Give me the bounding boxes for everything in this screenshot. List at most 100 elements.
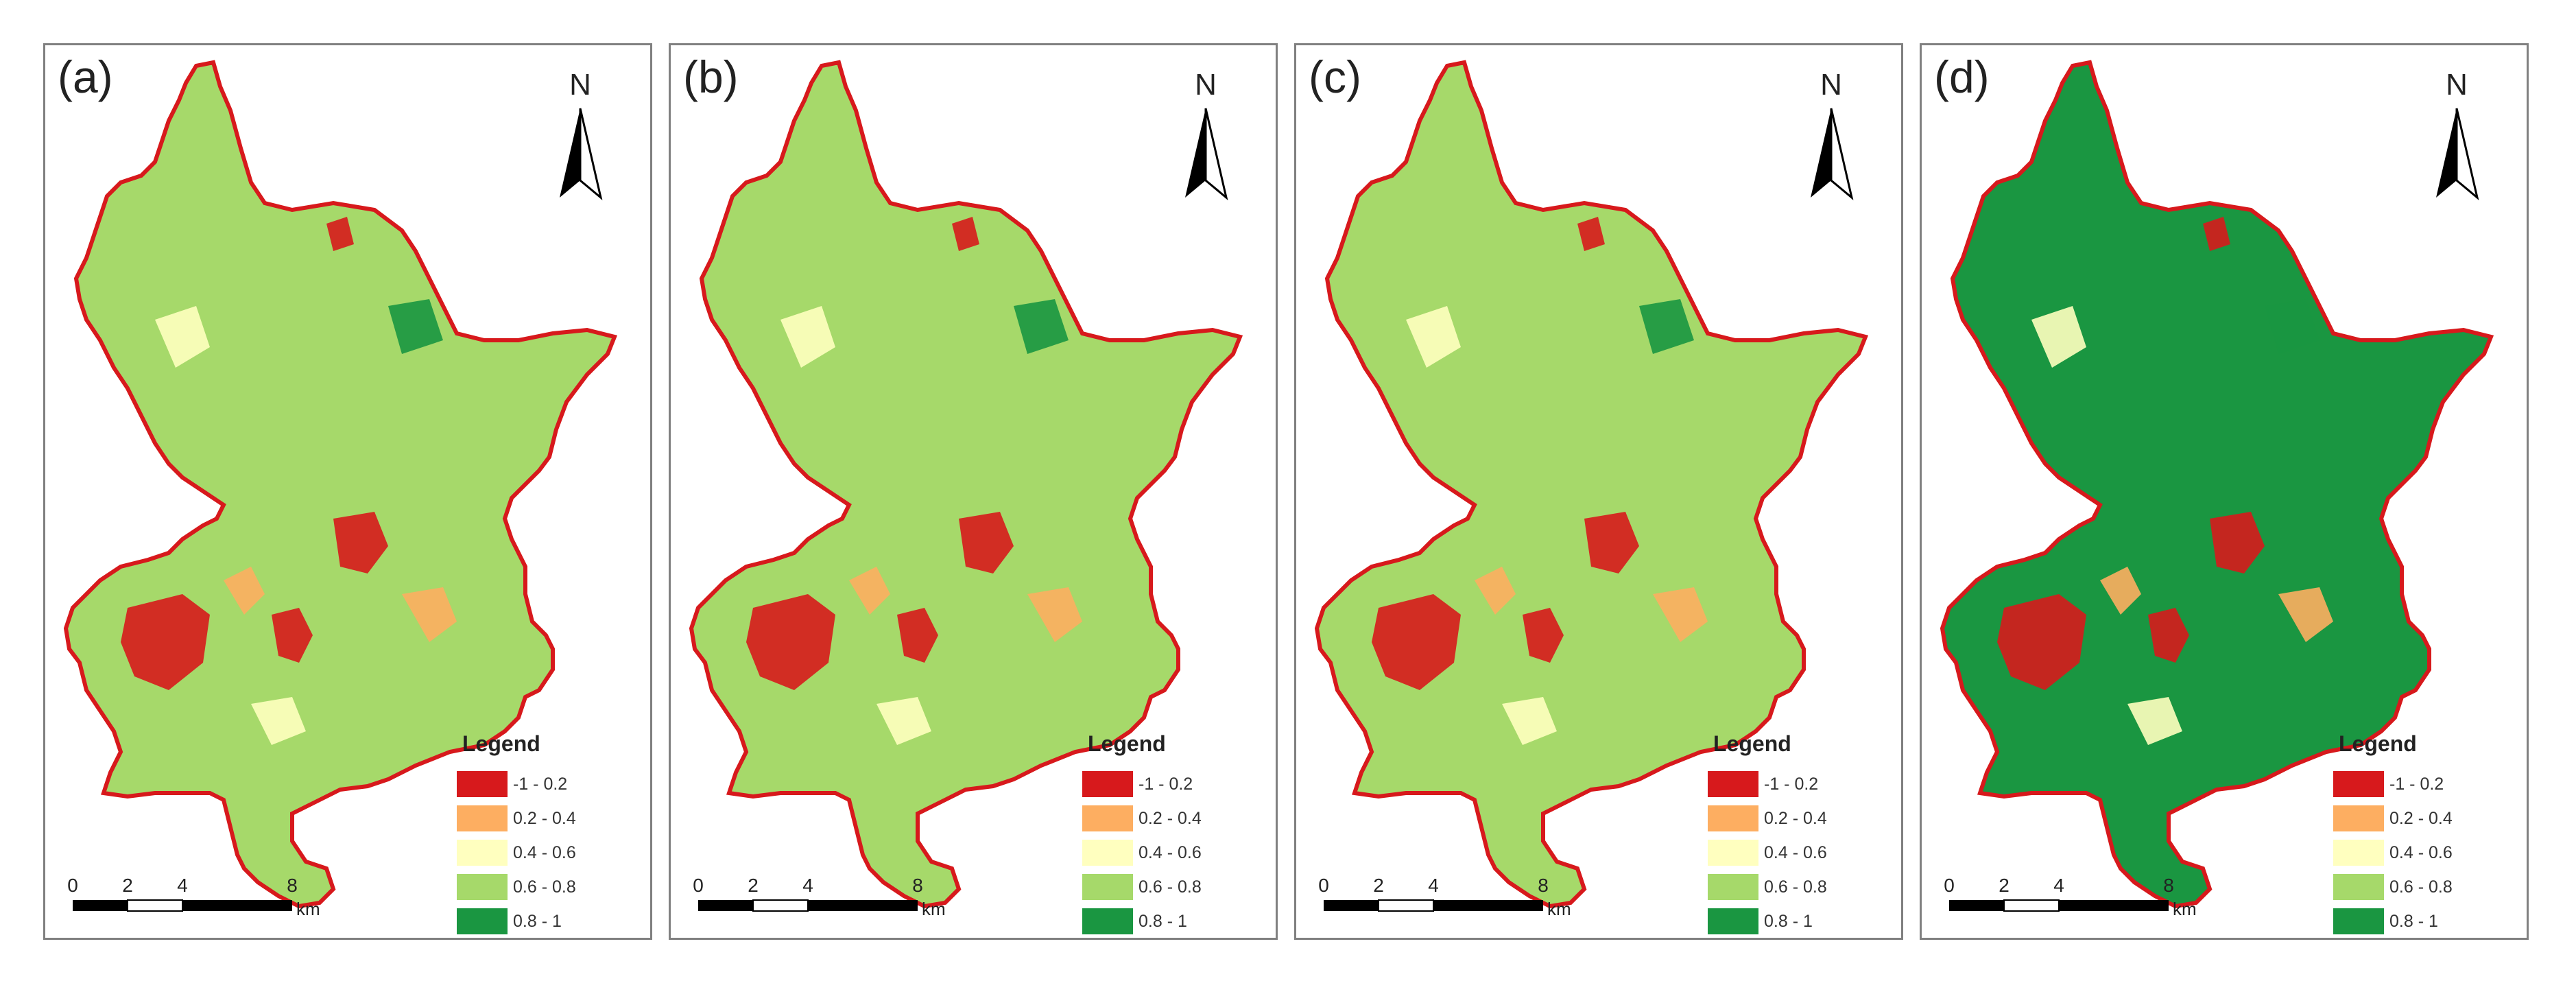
land-patch: [2278, 587, 2333, 642]
legend-label: 0.4 - 0.6: [1138, 842, 1202, 862]
legend-swatch: [1082, 771, 1133, 797]
legend-item: 0.4 - 0.6: [2333, 838, 2512, 868]
legend-item: 0.4 - 0.6: [1708, 838, 1886, 868]
north-arrow-left: [1185, 108, 1206, 198]
land-patch: [333, 512, 388, 574]
legend-item: 0.2 - 0.4: [1708, 803, 1886, 834]
legend: Legend -1 - 0.2 0.2 - 0.4 0.4 - 0.6 0.6 - 0.…: [1082, 731, 1261, 938]
north-label: N: [1195, 68, 1217, 102]
panel-label: (b): [683, 51, 739, 102]
scale-segment: [752, 899, 809, 912]
legend-label: 0.8 - 1: [2389, 911, 2438, 931]
panel-label: (a): [58, 51, 113, 102]
legend-swatch: [1708, 840, 1758, 866]
land-patch: [2203, 217, 2230, 251]
legend-label: -1 - 0.2: [513, 774, 568, 794]
legend-label: 0.4 - 0.6: [513, 842, 576, 862]
legend-swatch: [457, 771, 508, 797]
land-patch: [2100, 567, 2141, 615]
north-arrow-icon: N: [560, 68, 603, 201]
scale-segment: [1324, 900, 1379, 911]
legend-item: 0.6 - 0.8: [1082, 872, 1261, 902]
scale-tick-label: 2: [748, 875, 759, 896]
island-map: [689, 60, 1243, 909]
land-patch: [1523, 608, 1564, 663]
land-patch: [251, 697, 306, 745]
land-patch: [1406, 306, 1461, 368]
scale-tick-label: 2: [1999, 875, 2009, 896]
north-arrow-left: [1811, 108, 1831, 198]
scale-segment: [808, 900, 918, 911]
legend-item: 0.4 - 0.6: [1082, 838, 1261, 868]
scale-bar: 0 2 4 8 km: [1944, 875, 2197, 919]
legend-swatch: [457, 840, 508, 866]
legend-label: -1 - 0.2: [1138, 774, 1193, 794]
legend-label: 0.8 - 1: [1138, 911, 1187, 931]
land-patch: [2031, 306, 2086, 368]
legend-label: 0.6 - 0.8: [1764, 877, 1827, 897]
land-patch: [1475, 567, 1516, 615]
legend-swatch: [457, 805, 508, 831]
land-patch: [1639, 299, 1694, 354]
scale-segment: [1433, 900, 1543, 911]
legend-label: 0.4 - 0.6: [2389, 842, 2453, 862]
legend-item: 0.6 - 0.8: [2333, 872, 2512, 902]
north-arrow-left: [560, 108, 580, 198]
island-map: [63, 60, 618, 909]
land-patch: [2210, 512, 2265, 574]
legend-item: 0.2 - 0.4: [2333, 803, 2512, 834]
land-patch: [1577, 217, 1605, 251]
scale-tick-label: 8: [1538, 875, 1549, 896]
panel-label: (c): [1309, 51, 1361, 102]
legend-swatch: [457, 874, 508, 900]
scale-segment: [698, 900, 753, 911]
legend-swatch: [457, 908, 508, 934]
legend-title: Legend: [1088, 731, 1166, 756]
scale-bar: 0 2 4 8 km: [67, 875, 320, 919]
scale-bar: 0 2 4 8 km: [693, 875, 945, 919]
legend-swatch: [1708, 771, 1758, 797]
land-patch: [388, 299, 443, 354]
legend-swatch: [2333, 874, 2384, 900]
legend-swatch: [2333, 840, 2384, 866]
scale-segment: [182, 900, 292, 911]
scale-segment: [73, 900, 128, 911]
north-arrow-left: [2436, 108, 2457, 198]
scale-tick-label: 2: [1373, 875, 1384, 896]
legend-label: 0.6 - 0.8: [1138, 877, 1202, 897]
scale-segment: [2003, 899, 2060, 912]
map-panel-b: (b) N Legend -1 - 0.2 0.2 - 0.4 0.4 - 0.6 0.…: [669, 43, 1278, 940]
legend-item: 0.8 - 1: [1082, 906, 1261, 936]
land-patch: [849, 567, 890, 615]
map-panel-d: (d) N Legend -1 - 0.2 0.2 - 0.4 0.4 - 0.6 0.…: [1920, 43, 2529, 940]
land-patch: [952, 217, 979, 251]
land-patch: [1584, 512, 1639, 574]
legend-item: -1 - 0.2: [1082, 769, 1261, 799]
legend-item: 0.2 - 0.4: [1082, 803, 1261, 834]
scale-unit: km: [2173, 899, 2197, 919]
legend-label: 0.2 - 0.4: [513, 808, 576, 828]
legend-swatch: [2333, 908, 2384, 934]
scale-unit: km: [1547, 899, 1571, 919]
north-arrow-icon: N: [1185, 68, 1228, 201]
scale-segment: [2059, 900, 2169, 911]
north-arrow-right: [1204, 108, 1228, 201]
scale-tick-label: 4: [802, 875, 813, 896]
north-label: N: [1820, 68, 1842, 102]
land-patch: [1372, 594, 1461, 690]
north-arrow-icon: N: [1811, 68, 1854, 201]
scale-segment: [127, 899, 183, 912]
north-arrow-right: [579, 108, 603, 201]
scale-tick-label: 2: [122, 875, 133, 896]
legend-swatch: [1708, 874, 1758, 900]
legend-swatch: [2333, 771, 2384, 797]
legend-label: 0.2 - 0.4: [1764, 808, 1827, 828]
island-land: [1314, 60, 1869, 909]
legend-item: 0.8 - 1: [1708, 906, 1886, 936]
scale-bar: 0 2 4 8 km: [1318, 875, 1571, 919]
scale-tick-label: 8: [912, 875, 923, 896]
north-label: N: [569, 68, 591, 102]
scale-tick-label: 0: [1318, 875, 1329, 896]
land-patch: [1653, 587, 1708, 642]
legend-item: 0.8 - 1: [457, 906, 635, 936]
